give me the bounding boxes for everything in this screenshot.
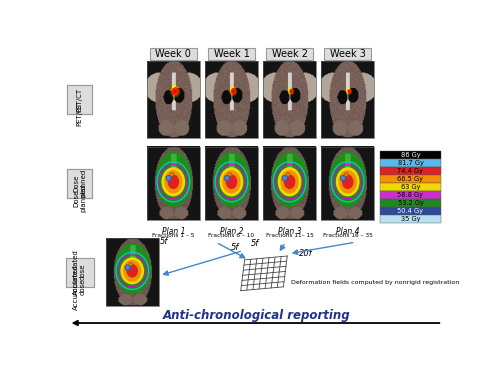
Bar bbox=[380, 207, 440, 215]
Bar bbox=[322, 147, 374, 220]
Text: Accumulated
dose: Accumulated dose bbox=[73, 264, 86, 310]
Text: Dose
planned: Dose planned bbox=[73, 184, 86, 212]
Bar bbox=[380, 159, 440, 167]
Circle shape bbox=[340, 175, 346, 181]
Text: Plan 4: Plan 4 bbox=[336, 227, 359, 236]
Bar bbox=[147, 147, 200, 220]
FancyBboxPatch shape bbox=[150, 48, 196, 61]
Circle shape bbox=[228, 173, 232, 176]
Text: Fractions 16 – 35: Fractions 16 – 35 bbox=[323, 233, 372, 238]
Text: Plan 2: Plan 2 bbox=[220, 227, 243, 236]
Text: Fractions 6 – 10: Fractions 6 – 10 bbox=[208, 233, 254, 238]
Bar bbox=[380, 183, 440, 191]
Ellipse shape bbox=[338, 170, 357, 193]
Bar bbox=[205, 147, 258, 220]
Circle shape bbox=[282, 175, 288, 181]
Circle shape bbox=[344, 173, 348, 176]
Ellipse shape bbox=[284, 175, 296, 189]
Text: 20f: 20f bbox=[299, 249, 312, 258]
Ellipse shape bbox=[222, 170, 240, 193]
Text: Accumulated
dose: Accumulated dose bbox=[73, 249, 86, 295]
Text: 66.5 Gy: 66.5 Gy bbox=[398, 176, 423, 182]
Text: PET/CT: PET/CT bbox=[76, 88, 82, 112]
Ellipse shape bbox=[226, 175, 237, 189]
Bar bbox=[380, 151, 440, 159]
Bar bbox=[380, 199, 440, 207]
Ellipse shape bbox=[162, 167, 185, 196]
Bar bbox=[380, 175, 440, 183]
Text: 86 Gy: 86 Gy bbox=[400, 152, 420, 158]
Bar bbox=[380, 191, 440, 199]
Circle shape bbox=[129, 262, 132, 266]
Bar bbox=[205, 61, 258, 138]
Ellipse shape bbox=[120, 257, 144, 284]
Text: Week 1: Week 1 bbox=[214, 49, 250, 59]
FancyBboxPatch shape bbox=[67, 169, 92, 198]
Bar bbox=[263, 147, 316, 220]
Text: 58.8 Gy: 58.8 Gy bbox=[398, 192, 423, 198]
FancyBboxPatch shape bbox=[208, 48, 254, 61]
Text: 50.4 Gy: 50.4 Gy bbox=[398, 208, 423, 214]
Text: 63 Gy: 63 Gy bbox=[400, 184, 420, 190]
Text: Anti-chronological reporting: Anti-chronological reporting bbox=[162, 309, 350, 322]
Bar bbox=[380, 167, 440, 175]
Text: 53.2 Gy: 53.2 Gy bbox=[398, 200, 423, 206]
Ellipse shape bbox=[126, 264, 138, 277]
Text: Dose
planned: Dose planned bbox=[73, 169, 86, 197]
Ellipse shape bbox=[342, 175, 353, 189]
Text: 74.4 Gy: 74.4 Gy bbox=[398, 168, 423, 174]
Ellipse shape bbox=[168, 175, 179, 189]
Circle shape bbox=[170, 173, 173, 176]
Text: Plan 1: Plan 1 bbox=[162, 227, 185, 236]
FancyBboxPatch shape bbox=[67, 169, 92, 198]
Ellipse shape bbox=[220, 167, 244, 196]
Circle shape bbox=[125, 265, 130, 270]
Circle shape bbox=[224, 175, 230, 181]
Ellipse shape bbox=[336, 167, 359, 196]
Text: 5f: 5f bbox=[251, 239, 259, 248]
Bar bbox=[380, 215, 440, 223]
FancyBboxPatch shape bbox=[324, 48, 371, 61]
Ellipse shape bbox=[123, 260, 142, 282]
Text: Week 2: Week 2 bbox=[272, 49, 308, 59]
Text: Fractions 1 – 5: Fractions 1 – 5 bbox=[152, 233, 194, 238]
FancyBboxPatch shape bbox=[66, 258, 94, 287]
Text: Week 3: Week 3 bbox=[330, 49, 366, 59]
FancyBboxPatch shape bbox=[67, 85, 92, 114]
Text: 5f: 5f bbox=[160, 238, 168, 246]
Ellipse shape bbox=[164, 170, 182, 193]
Ellipse shape bbox=[278, 167, 301, 196]
Text: 5f: 5f bbox=[230, 243, 239, 252]
Bar bbox=[263, 61, 316, 138]
Text: PET/CT: PET/CT bbox=[76, 102, 82, 127]
Text: Deformation fields computed by nonrigid registration: Deformation fields computed by nonrigid … bbox=[291, 280, 460, 286]
Text: 35 Gy: 35 Gy bbox=[400, 216, 420, 222]
Ellipse shape bbox=[280, 170, 299, 193]
Circle shape bbox=[166, 175, 172, 181]
Text: Plan 3: Plan 3 bbox=[278, 227, 301, 236]
Text: Week 0: Week 0 bbox=[156, 49, 192, 59]
Bar bbox=[147, 61, 200, 138]
FancyBboxPatch shape bbox=[67, 85, 92, 114]
Bar bbox=[322, 61, 374, 138]
FancyBboxPatch shape bbox=[266, 48, 313, 61]
Bar bbox=[106, 238, 158, 306]
FancyBboxPatch shape bbox=[66, 258, 94, 287]
Circle shape bbox=[286, 173, 290, 176]
Text: 81.7 Gy: 81.7 Gy bbox=[398, 160, 423, 166]
Text: Fractions 11– 15: Fractions 11– 15 bbox=[266, 233, 314, 238]
